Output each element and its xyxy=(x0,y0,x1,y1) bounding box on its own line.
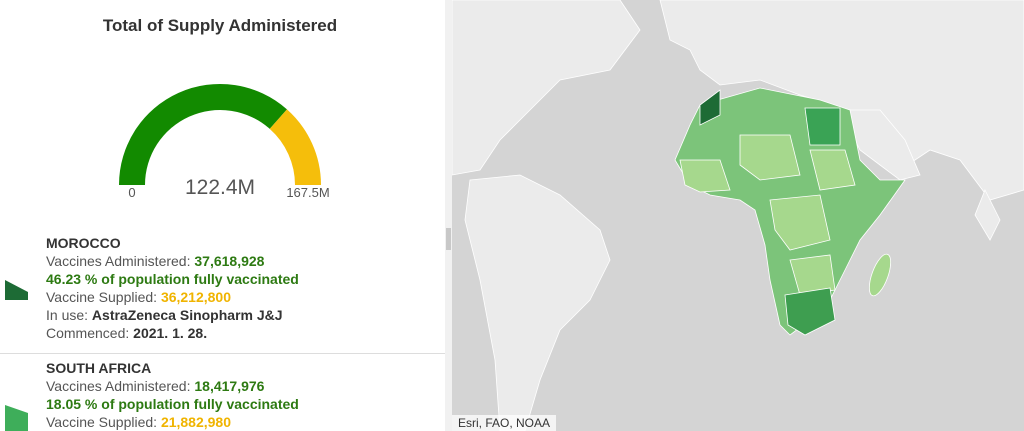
label: Vaccine Supplied: xyxy=(46,414,158,430)
country: MOROCCO xyxy=(46,235,121,251)
in-use: AstraZeneca Sinopharm J&J xyxy=(91,307,283,323)
gauge: 0 122.4M 167.5M xyxy=(119,84,330,200)
label: Commenced: xyxy=(46,325,130,341)
fully-vaccinated: 46.23 % of population fully vaccinated xyxy=(46,271,299,287)
label: Vaccine Supplied: xyxy=(46,289,158,305)
list-item[interactable]: MOROCCO Vaccines Administered: 37,618,92… xyxy=(46,234,299,342)
fully-vaccinated: 18.05 % of population fully vaccinated xyxy=(46,396,299,412)
administered: 18,417,976 xyxy=(194,378,265,394)
gauge-remaining-arc xyxy=(269,109,321,185)
supplied: 36,212,800 xyxy=(160,289,232,305)
gauge-value-arc xyxy=(119,84,287,185)
list-item[interactable]: SOUTH AFRICA Vaccines Administered: 18,4… xyxy=(46,359,299,431)
label: In use: xyxy=(46,307,89,323)
supplied: 21,882,980 xyxy=(160,414,232,430)
label: Vaccines Administered: xyxy=(46,253,191,269)
administered: 37,618,928 xyxy=(194,253,265,269)
land xyxy=(452,0,1024,431)
country: SOUTH AFRICA xyxy=(46,360,152,376)
map[interactable] xyxy=(452,0,1024,431)
scrollbar[interactable] xyxy=(445,0,452,431)
separator xyxy=(0,353,445,354)
attribution: Esri, FAO, NOAA xyxy=(452,415,557,431)
gauge-max-label: 167.5M xyxy=(286,185,329,200)
gauge-title: Total of Supply Administered xyxy=(102,16,338,35)
africa xyxy=(674,87,906,336)
commenced: 2021. 1. 28. xyxy=(133,325,208,341)
scroll-thumb[interactable] xyxy=(446,228,451,250)
icons xyxy=(5,280,28,431)
item-icon xyxy=(5,405,28,431)
item-icon xyxy=(5,280,28,300)
side-panel: Total of Supply Administered 0 122.4M 167.… xyxy=(0,0,445,431)
label: Vaccines Administered: xyxy=(46,378,191,394)
gauge-min-label: 0 xyxy=(128,185,135,200)
gauge-value-label: 122.4M xyxy=(185,176,255,199)
